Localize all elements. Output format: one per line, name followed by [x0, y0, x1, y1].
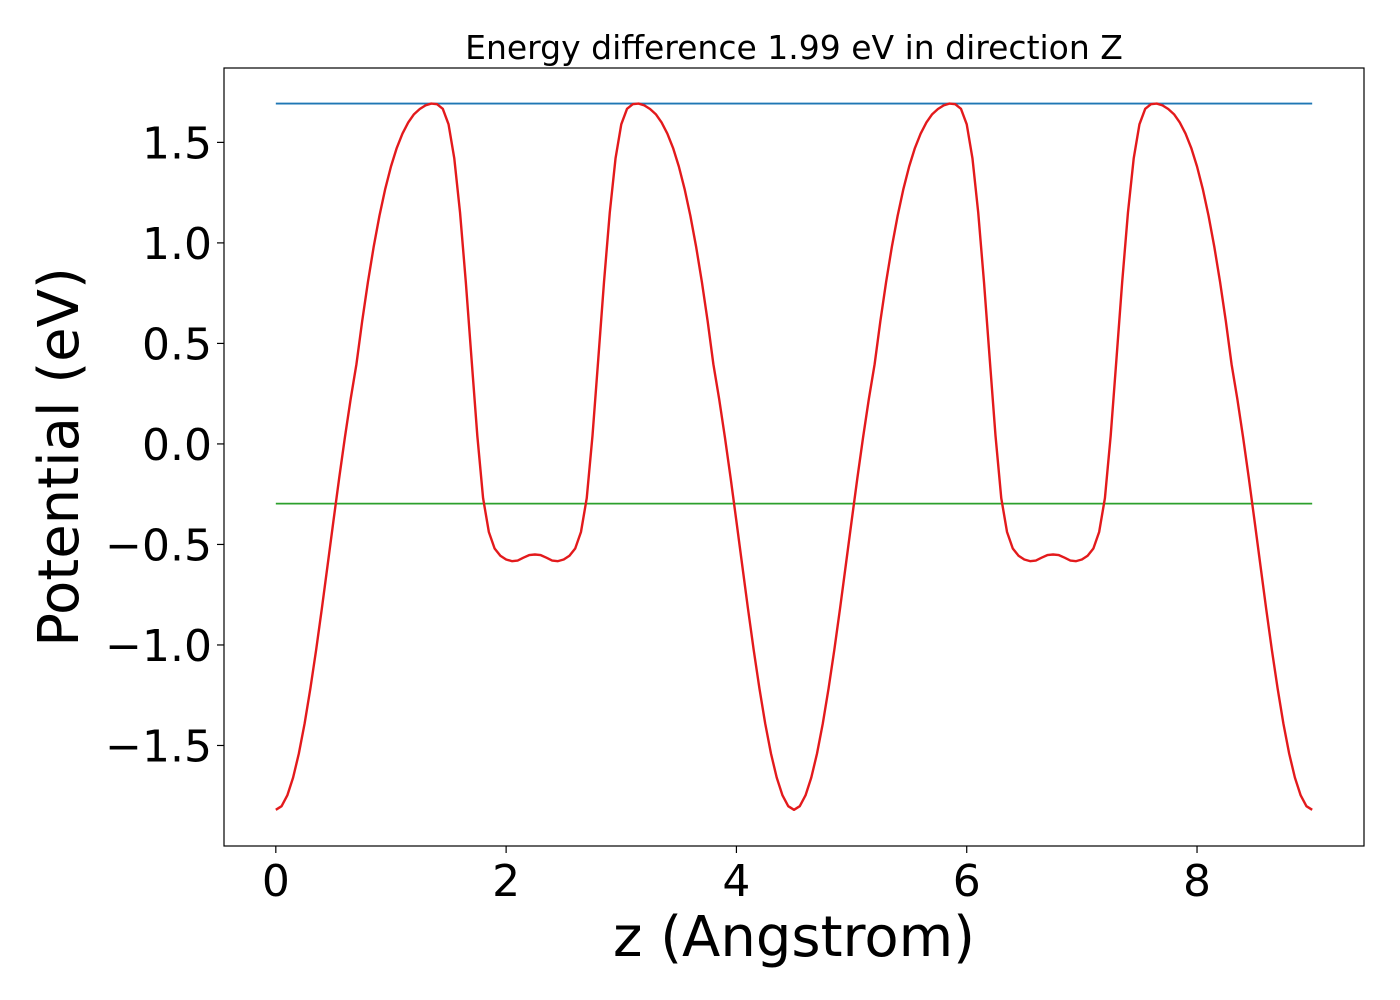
- x-tick-label: 0: [262, 856, 290, 907]
- x-axis-label: z (Angstrom): [613, 905, 975, 970]
- y-tick-label: −1.5: [105, 721, 212, 772]
- x-tick-label: 6: [953, 856, 981, 907]
- plot-frame: [223, 67, 1365, 847]
- y-tick-label: −1.0: [105, 621, 212, 672]
- series-layer: [275, 102, 1313, 812]
- y-tick-label: 0.0: [142, 420, 212, 471]
- y-tick-label: 1.5: [142, 118, 212, 169]
- y-axis-ticks: −1.5 −1.0 −0.5 0.0 0.5 1.0 1.5: [105, 118, 224, 772]
- x-tick-label: 8: [1183, 856, 1211, 907]
- x-tick-label: 4: [722, 856, 750, 907]
- chart-title: Energy difference 1.99 eV in direction Z: [465, 28, 1123, 67]
- y-axis-label: Potential (eV): [27, 267, 92, 647]
- y-tick-label: 0.5: [142, 319, 212, 370]
- y-tick-label: −0.5: [105, 520, 212, 571]
- potential-line: [275, 102, 1313, 812]
- y-tick-label: 1.0: [142, 219, 212, 270]
- x-tick-label: 2: [492, 856, 520, 907]
- x-axis-ticks: 0 2 4 6 8: [262, 846, 1211, 907]
